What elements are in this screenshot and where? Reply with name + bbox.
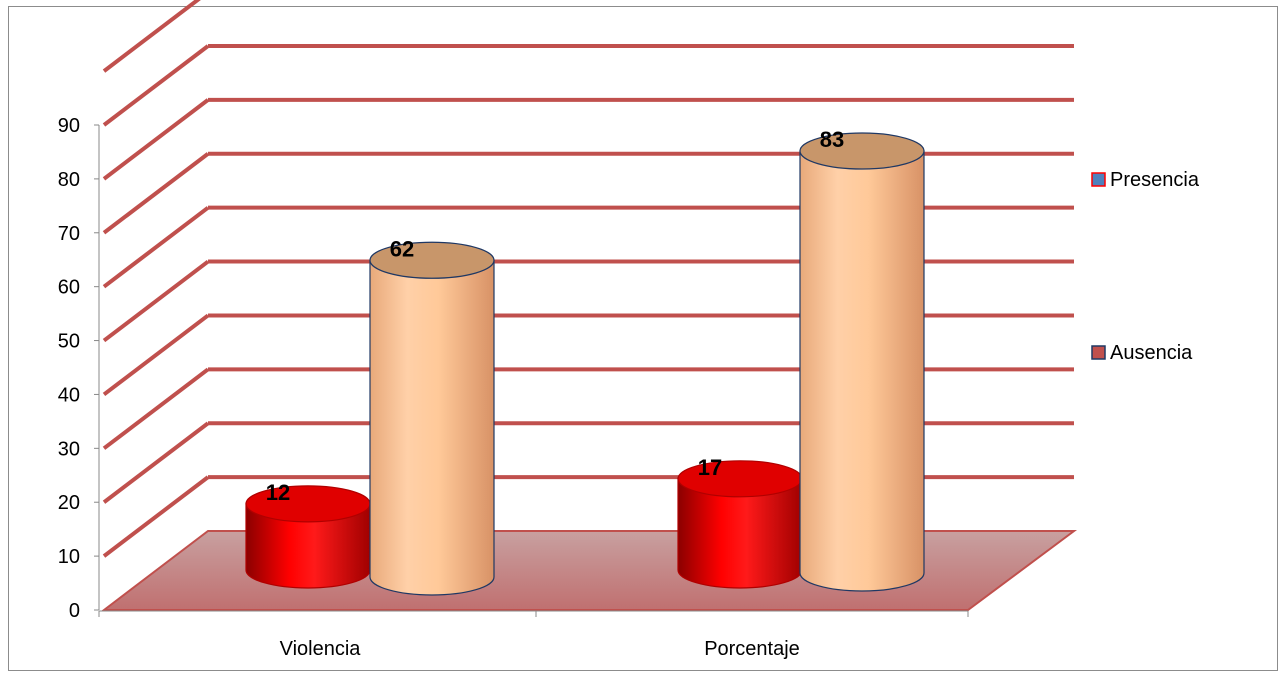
gridline-side-30 [102,367,210,450]
y-tick-label-60: 60 [58,277,80,299]
gridline-side-50 [102,259,210,343]
data-label-presencia-0: 12 [266,480,290,505]
bar-top-presencia-0 [245,485,371,523]
y-tick-label-30: 30 [58,438,80,460]
y-tick-label-40: 40 [58,384,80,406]
data-label-ausencia-1: 83 [820,127,844,152]
y-tick-label-50: 50 [58,331,80,353]
gridline-side-10 [102,475,210,558]
data-label-presencia-1: 17 [698,455,722,480]
y-tick-label-80: 80 [58,169,80,191]
x-category-label-0: Violencia [280,638,362,660]
legend-label-presencia: Presencia [1110,169,1200,191]
gridline-side-40 [102,313,210,397]
gridline-side-20 [102,421,210,504]
bar-top-ausencia-0 [369,241,495,279]
bar-ausencia-1 [799,150,925,592]
legend-swatch-ausencia [1091,345,1106,360]
gridline-side-90 [102,44,210,127]
y-tick-label-70: 70 [58,223,80,245]
legend-label-ausencia: Ausencia [1110,342,1193,364]
bar-presencia-1 [677,478,803,589]
gridline-side-top [102,0,201,73]
gridline-side-70 [102,152,210,235]
bar-presencia-0 [245,503,371,589]
x-category-label-1: Porcentaje [704,638,800,660]
bar-ausencia-0 [369,259,495,596]
bar-top-ausencia-1 [799,132,925,170]
y-tick-label-0: 0 [69,600,80,622]
data-label-ausencia-0: 62 [390,236,414,261]
y-tick-label-90: 90 [58,115,80,137]
legend-swatch-presencia [1091,172,1106,187]
y-tick-label-10: 10 [58,546,80,568]
gridline-side-80 [102,98,210,181]
bar-top-presencia-1 [677,460,803,498]
gridline-side-60 [102,206,210,289]
y-tick-label-20: 20 [58,492,80,514]
